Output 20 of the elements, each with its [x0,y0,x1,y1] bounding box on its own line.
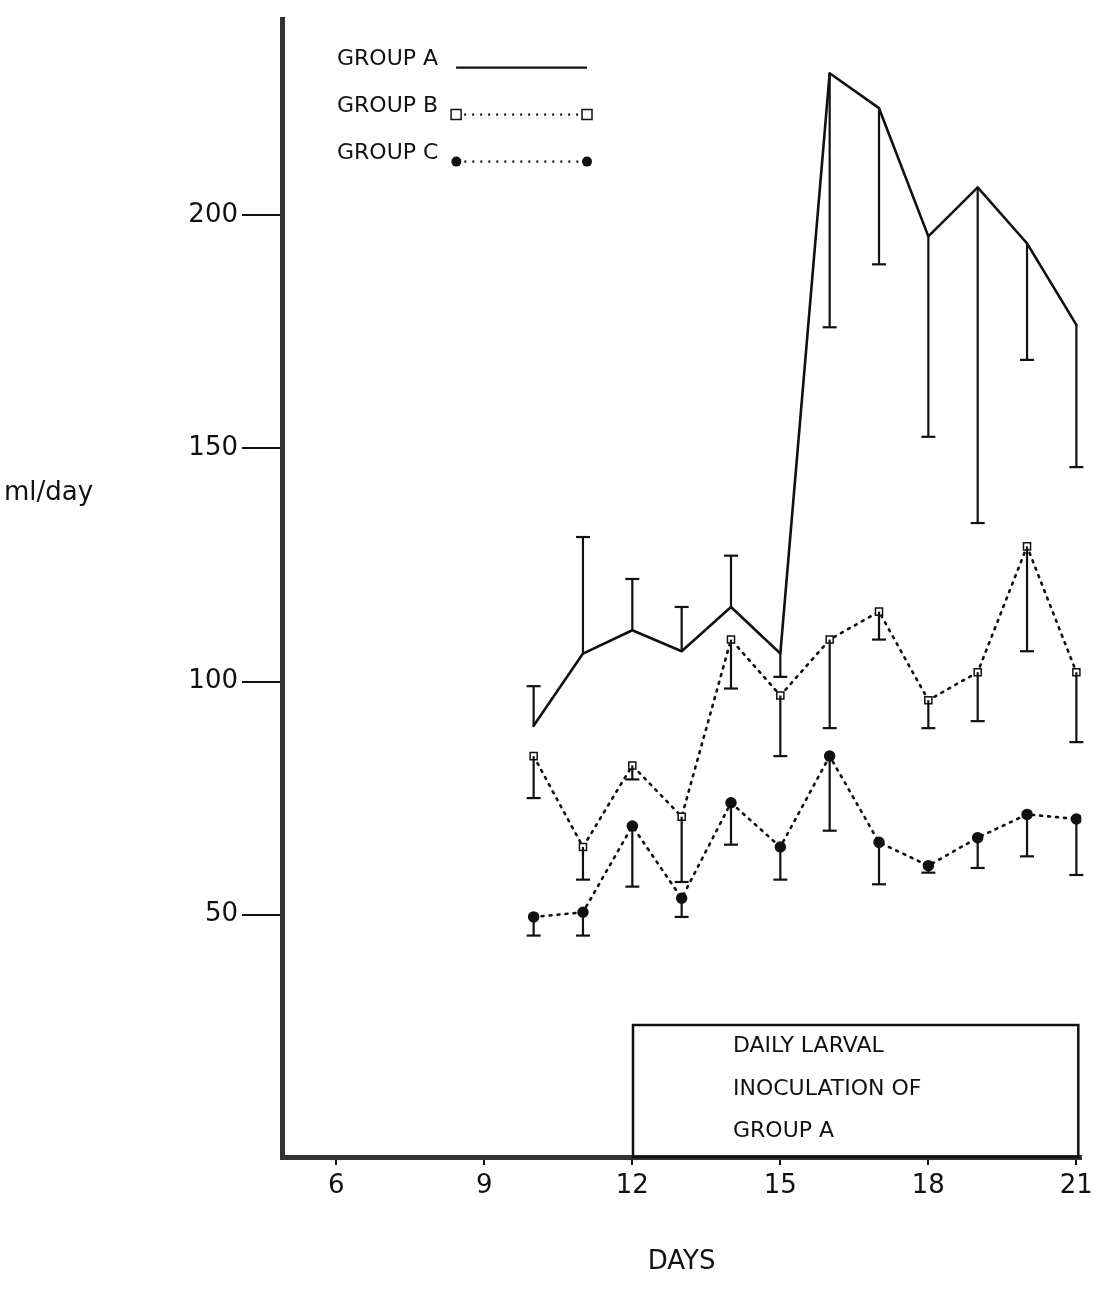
x-tick-label: 6 [328,1169,345,1200]
x-tick-label: 21 [1059,1169,1093,1200]
legend-label: GROUP B [337,92,439,118]
point [725,796,737,809]
x-tick-label: 15 [763,1169,797,1200]
y-tick-label: 100 [188,664,238,695]
text: GROUP A [337,45,439,71]
x-tick-label: 18 [911,1169,945,1200]
x-tick-label: 9 [476,1169,493,1200]
point [971,831,984,844]
annotation: DAILY LARVAL INOCULATION OF GROUP A [733,1032,922,1143]
y-tick-label: 50 [204,897,238,928]
y-tick-label: 150 [188,431,238,462]
y-tick-label: 200 [188,198,238,229]
point [1070,813,1082,825]
x-tick-label: 12 [615,1169,649,1200]
point [922,859,935,872]
legend-label: GROUP C [337,139,439,165]
y-axis-title: ml/day [4,476,94,507]
x-axis-title: DAYS [647,1245,716,1276]
